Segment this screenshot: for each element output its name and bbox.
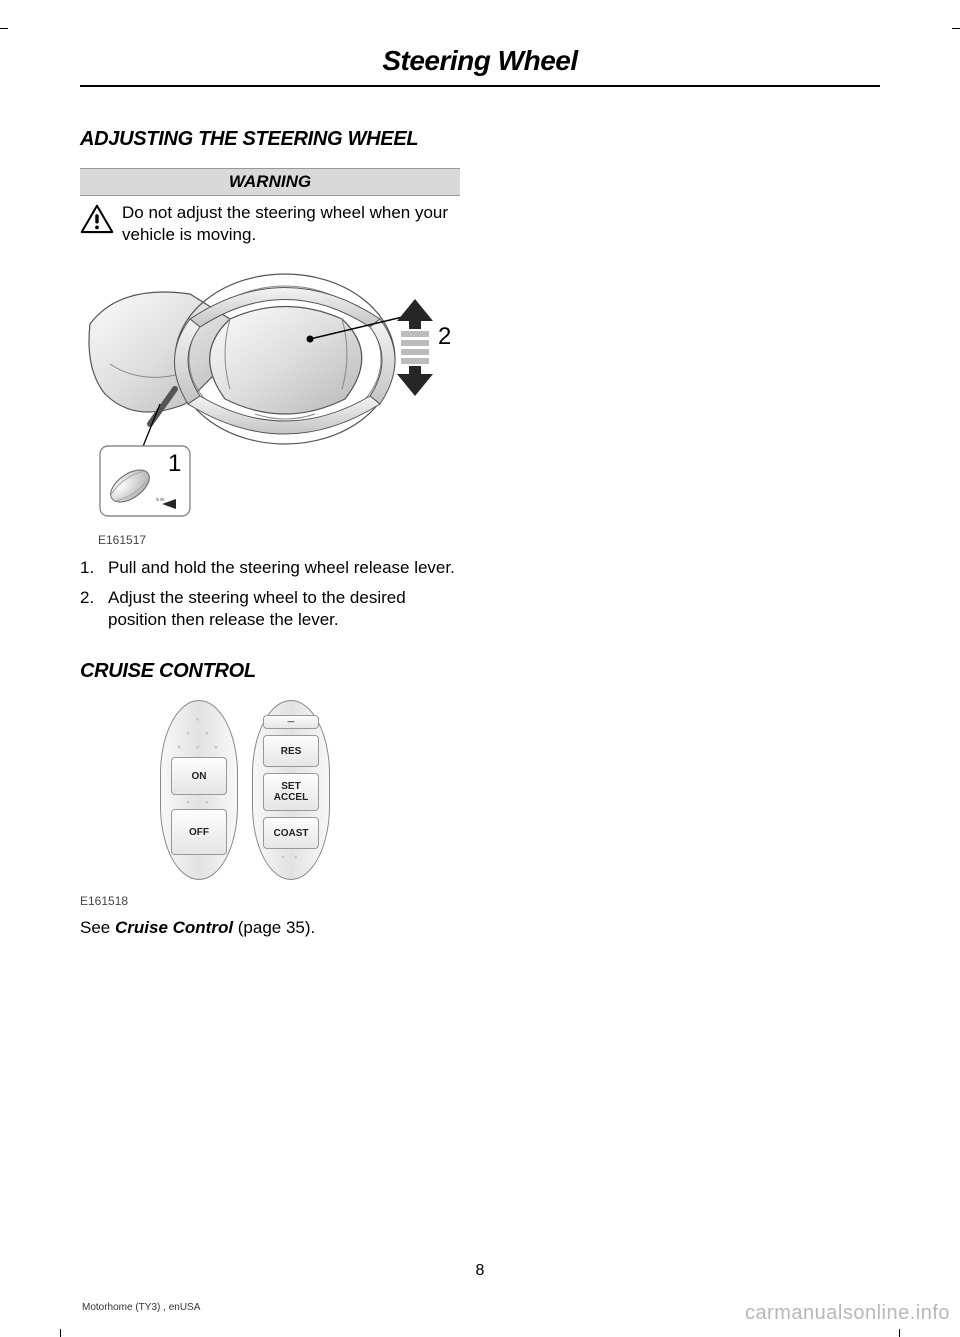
warning-body: Do not adjust the steering wheel when yo… [80, 202, 460, 246]
callout-2: 2 [438, 323, 450, 350]
crop-mark [0, 28, 8, 29]
figure-id-1: E161517 [98, 533, 460, 547]
cruise-blank-button: — [263, 715, 319, 729]
figure-steering-wheel: 2 1 [80, 264, 450, 529]
left-column: ADJUSTING THE STEERING WHEEL WARNING Do … [80, 127, 460, 938]
page-content: Steering Wheel ADJUSTING THE STEERING WH… [80, 45, 880, 938]
cruise-res-button: RES [263, 735, 319, 767]
crop-mark [60, 1329, 61, 1337]
header-rule [80, 85, 880, 87]
crop-mark [899, 1329, 900, 1337]
steps-list: Pull and hold the steering wheel release… [80, 557, 460, 631]
callout-1: 1 [168, 450, 181, 477]
page-number: 8 [0, 1262, 960, 1280]
cruise-on-button: ON [171, 757, 227, 795]
list-item: Pull and hold the steering wheel release… [80, 557, 460, 579]
ref-link[interactable]: Cruise Control [115, 918, 233, 937]
figure-cruise-control: ∘ ∘ ∘ ∘ ∘ ∘ ON ∘ ∘ OFF — RES SET ACCEL C… [160, 700, 360, 890]
figure-id-2: E161518 [80, 894, 460, 908]
page-title: Steering Wheel [80, 45, 880, 77]
ref-prefix: See [80, 918, 115, 937]
cruise-set-accel-button: SET ACCEL [263, 773, 319, 811]
warning-label: WARNING [80, 168, 460, 196]
crop-mark [952, 28, 960, 29]
list-item: Adjust the steering wheel to the desired… [80, 587, 460, 631]
warning-triangle-icon [80, 204, 114, 235]
cruise-coast-button: COAST [263, 817, 319, 849]
cruise-pod-right: — RES SET ACCEL COAST ∘ ∘ [252, 700, 330, 880]
cruise-off-button: OFF [171, 809, 227, 855]
warning-text: Do not adjust the steering wheel when yo… [122, 202, 460, 246]
cross-reference: See Cruise Control (page 35). [80, 918, 460, 938]
heading-cruise: CRUISE CONTROL [80, 659, 460, 684]
ref-suffix: (page 35). [233, 918, 315, 937]
watermark: carmanualsonline.info [745, 1302, 950, 1325]
heading-adjusting: ADJUSTING THE STEERING WHEEL [80, 127, 460, 152]
footer-model: Motorhome (TY3) , enUSA [82, 1302, 200, 1313]
cruise-pod-left: ∘ ∘ ∘ ∘ ∘ ∘ ON ∘ ∘ OFF [160, 700, 238, 880]
